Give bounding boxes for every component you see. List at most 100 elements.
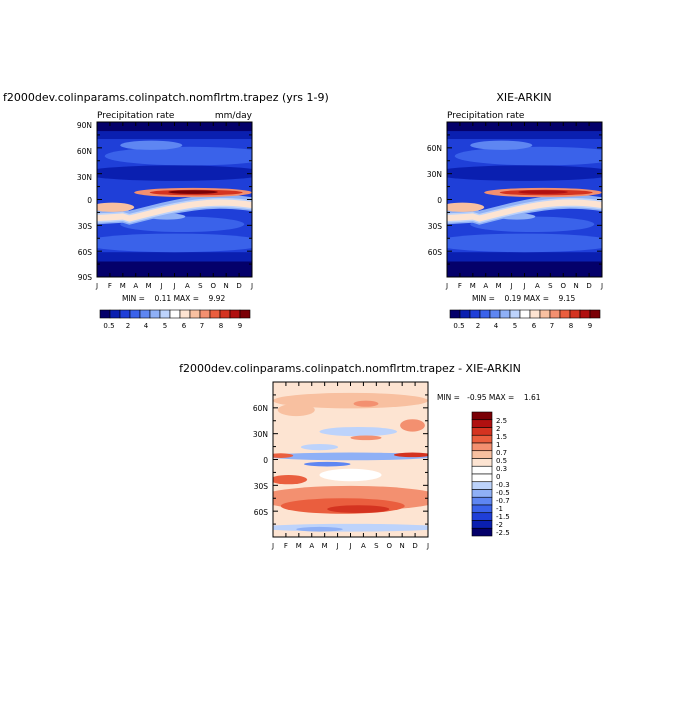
month-label: J xyxy=(600,282,603,290)
month-label: A xyxy=(309,542,314,550)
panel-diff-plot-area xyxy=(273,382,428,537)
month-label: J xyxy=(160,282,163,290)
panel-diff-colorbar-labels: 2.5 2 1.5 1 0.7 0.5 0.3 0 -0.3 -0.5 -0.7… xyxy=(496,417,510,537)
field-anomaly xyxy=(273,523,428,532)
colorbar-label: -2 xyxy=(496,521,503,529)
lat-label: 60N xyxy=(77,147,92,156)
lat-label: 30N xyxy=(77,173,92,182)
field-anomaly xyxy=(273,475,308,485)
colorbar-swatch xyxy=(569,309,581,319)
panel-model: f2000dev.colinparams.colinpatch.nomflrtm… xyxy=(3,91,329,330)
colorbar-swatch xyxy=(559,309,571,319)
colorbar-swatch xyxy=(471,434,493,444)
field-polar-band xyxy=(97,131,252,140)
panel-obs-colorbar-labels: 0.5 2 4 5 6 7 8 9 xyxy=(453,322,592,330)
field-subtropic xyxy=(470,216,595,233)
panel-model-colorbar xyxy=(99,309,251,319)
field-storm-track xyxy=(104,146,252,166)
colorbar-swatch xyxy=(479,309,491,319)
lat-label: 90N xyxy=(77,121,92,130)
panel-model-lat-labels: 90N 60N 30N 0 30S 60S 90S xyxy=(77,121,92,282)
month-label: D xyxy=(586,282,591,290)
month-label: A xyxy=(535,282,540,290)
colorbar-label: 4 xyxy=(144,322,149,330)
month-label: M xyxy=(120,282,126,290)
colorbar-swatch xyxy=(109,309,121,319)
lat-label: 30S xyxy=(254,482,269,491)
colorbar-swatch xyxy=(471,419,493,428)
colorbar-swatch xyxy=(189,309,201,319)
colorbar-swatch xyxy=(459,309,471,319)
month-label: D xyxy=(412,542,417,550)
month-label: J xyxy=(426,542,429,550)
colorbar-swatch xyxy=(539,309,551,319)
colorbar-swatch xyxy=(449,309,461,319)
panel-model-title: f2000dev.colinparams.colinpatch.nomflrtm… xyxy=(3,91,329,104)
colorbar-swatch xyxy=(99,309,111,319)
field-anomaly xyxy=(319,468,382,482)
colorbar-label: -0.3 xyxy=(496,481,510,489)
panel-diff: f2000dev.colinparams.colinpatch.nomflrtm… xyxy=(179,362,541,550)
panel-model-plot-area xyxy=(97,122,252,277)
colorbar-swatch xyxy=(471,450,493,459)
field-anomaly xyxy=(273,453,294,458)
colorbar-label: 7 xyxy=(550,322,554,330)
colorbar-label: -1.5 xyxy=(496,513,510,521)
field-itcz xyxy=(447,202,485,212)
month-label: M xyxy=(146,282,152,290)
field-polar-band xyxy=(447,131,602,140)
panel-diff-title: f2000dev.colinparams.colinpatch.nomflrtm… xyxy=(179,362,521,375)
colorbar-label: 0.5 xyxy=(103,322,114,330)
field-anomaly xyxy=(400,419,425,432)
field-anomaly xyxy=(393,452,428,458)
month-label: D xyxy=(236,282,241,290)
lat-label: 0 xyxy=(437,196,442,205)
colorbar-label: 8 xyxy=(219,322,223,330)
colorbar-label: 1 xyxy=(496,441,500,449)
month-label: A xyxy=(361,542,366,550)
month-label: J xyxy=(250,282,253,290)
panel-model-units-label: mm/day xyxy=(215,111,253,121)
colorbar-label: 0.3 xyxy=(496,465,507,473)
colorbar-label: 0.5 xyxy=(453,322,464,330)
colorbar-swatch xyxy=(119,309,131,319)
colorbar-swatch xyxy=(471,512,493,521)
colorbar-swatch xyxy=(149,309,161,319)
colorbar-label: -0.5 xyxy=(496,489,510,497)
colorbar-swatch xyxy=(159,309,171,319)
field-anomaly xyxy=(273,452,428,461)
panel-model-variable-label: Precipitation rate xyxy=(97,111,175,121)
month-label: M xyxy=(470,282,476,290)
colorbar-label: 1.5 xyxy=(496,433,507,441)
month-label: F xyxy=(284,542,288,550)
month-label: F xyxy=(458,282,462,290)
month-label: J xyxy=(348,542,351,550)
field-anomaly xyxy=(296,526,343,532)
panel-obs-lat-labels: 60N 30N 0 30S 60S xyxy=(427,144,442,257)
field-anomaly xyxy=(273,392,428,409)
field-subtropic xyxy=(97,165,252,181)
panel-model-colorbar-labels: 0.5 2 4 5 6 7 8 9 xyxy=(103,322,242,330)
month-label: N xyxy=(224,282,229,290)
colorbar-swatch xyxy=(471,442,493,452)
colorbar-swatch xyxy=(209,309,221,319)
colorbar-swatch xyxy=(471,481,493,490)
colorbar-swatch xyxy=(229,309,241,319)
field-anomaly xyxy=(319,426,397,437)
field-polar-band xyxy=(447,252,602,262)
field-storm-track xyxy=(97,233,252,253)
field-subtropic xyxy=(120,216,245,233)
field-itcz xyxy=(447,199,602,222)
colorbar-label: -2.5 xyxy=(496,529,510,537)
month-label: J xyxy=(336,542,339,550)
colorbar-label: 9 xyxy=(238,322,242,330)
field-anomaly xyxy=(327,505,390,513)
lat-label: 0 xyxy=(263,456,268,465)
month-label: A xyxy=(483,282,488,290)
colorbar-label: 5 xyxy=(513,322,517,330)
colorbar-swatch xyxy=(471,473,493,483)
month-label: M xyxy=(296,542,302,550)
colorbar-label: 2.5 xyxy=(496,417,507,425)
lat-label: 90S xyxy=(78,273,93,282)
month-label: A xyxy=(133,282,138,290)
